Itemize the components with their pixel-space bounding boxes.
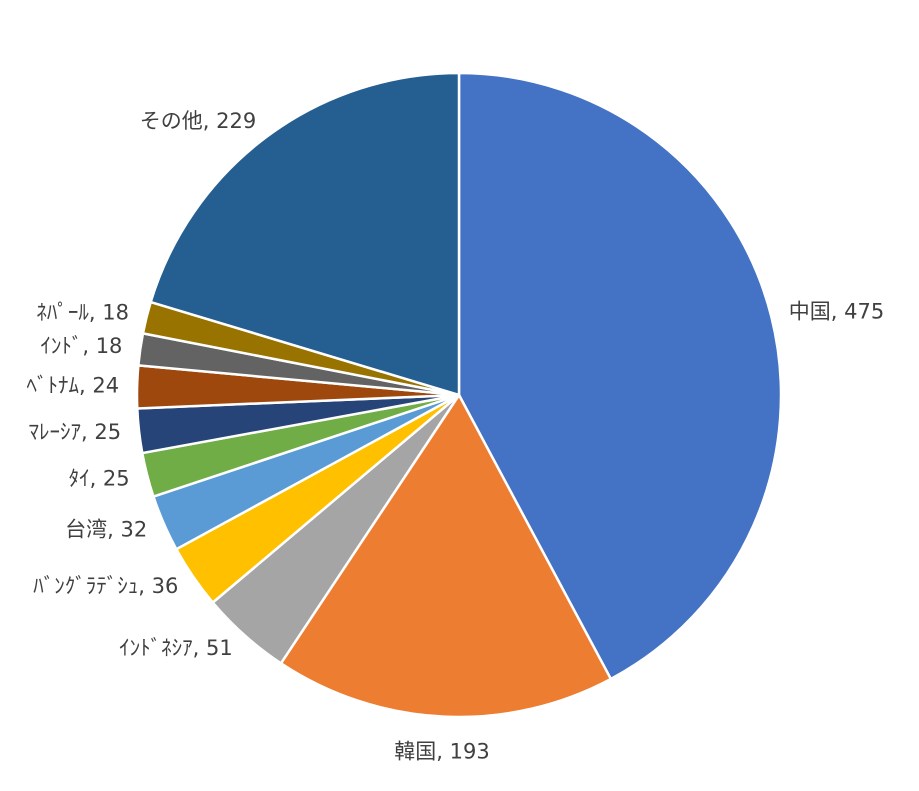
data-label: ﾀｲ, 25 [69,466,130,490]
data-label: ｲﾝﾄﾞ, 18 [40,334,122,358]
data-label: ｲﾝﾄﾞﾈｼｱ, 51 [119,636,233,660]
data-label: 韓国, 193 [394,740,489,764]
data-label: ﾍﾞﾄﾅﾑ, 24 [27,373,120,397]
pie-slice [279,392,613,719]
data-label: 台湾, 32 [65,518,147,542]
data-label: ﾈﾊﾟｰﾙ, 18 [36,300,129,324]
data-label: 中国, 475 [789,299,884,323]
data-label: その他, 229 [140,109,256,133]
pie-slice [457,71,783,681]
pie-slice [149,71,461,397]
data-label: ﾊﾞﾝｸﾞﾗﾃﾞｼｭ, 36 [33,574,178,598]
data-label: ﾏﾚｰｼｱ, 25 [29,420,122,444]
